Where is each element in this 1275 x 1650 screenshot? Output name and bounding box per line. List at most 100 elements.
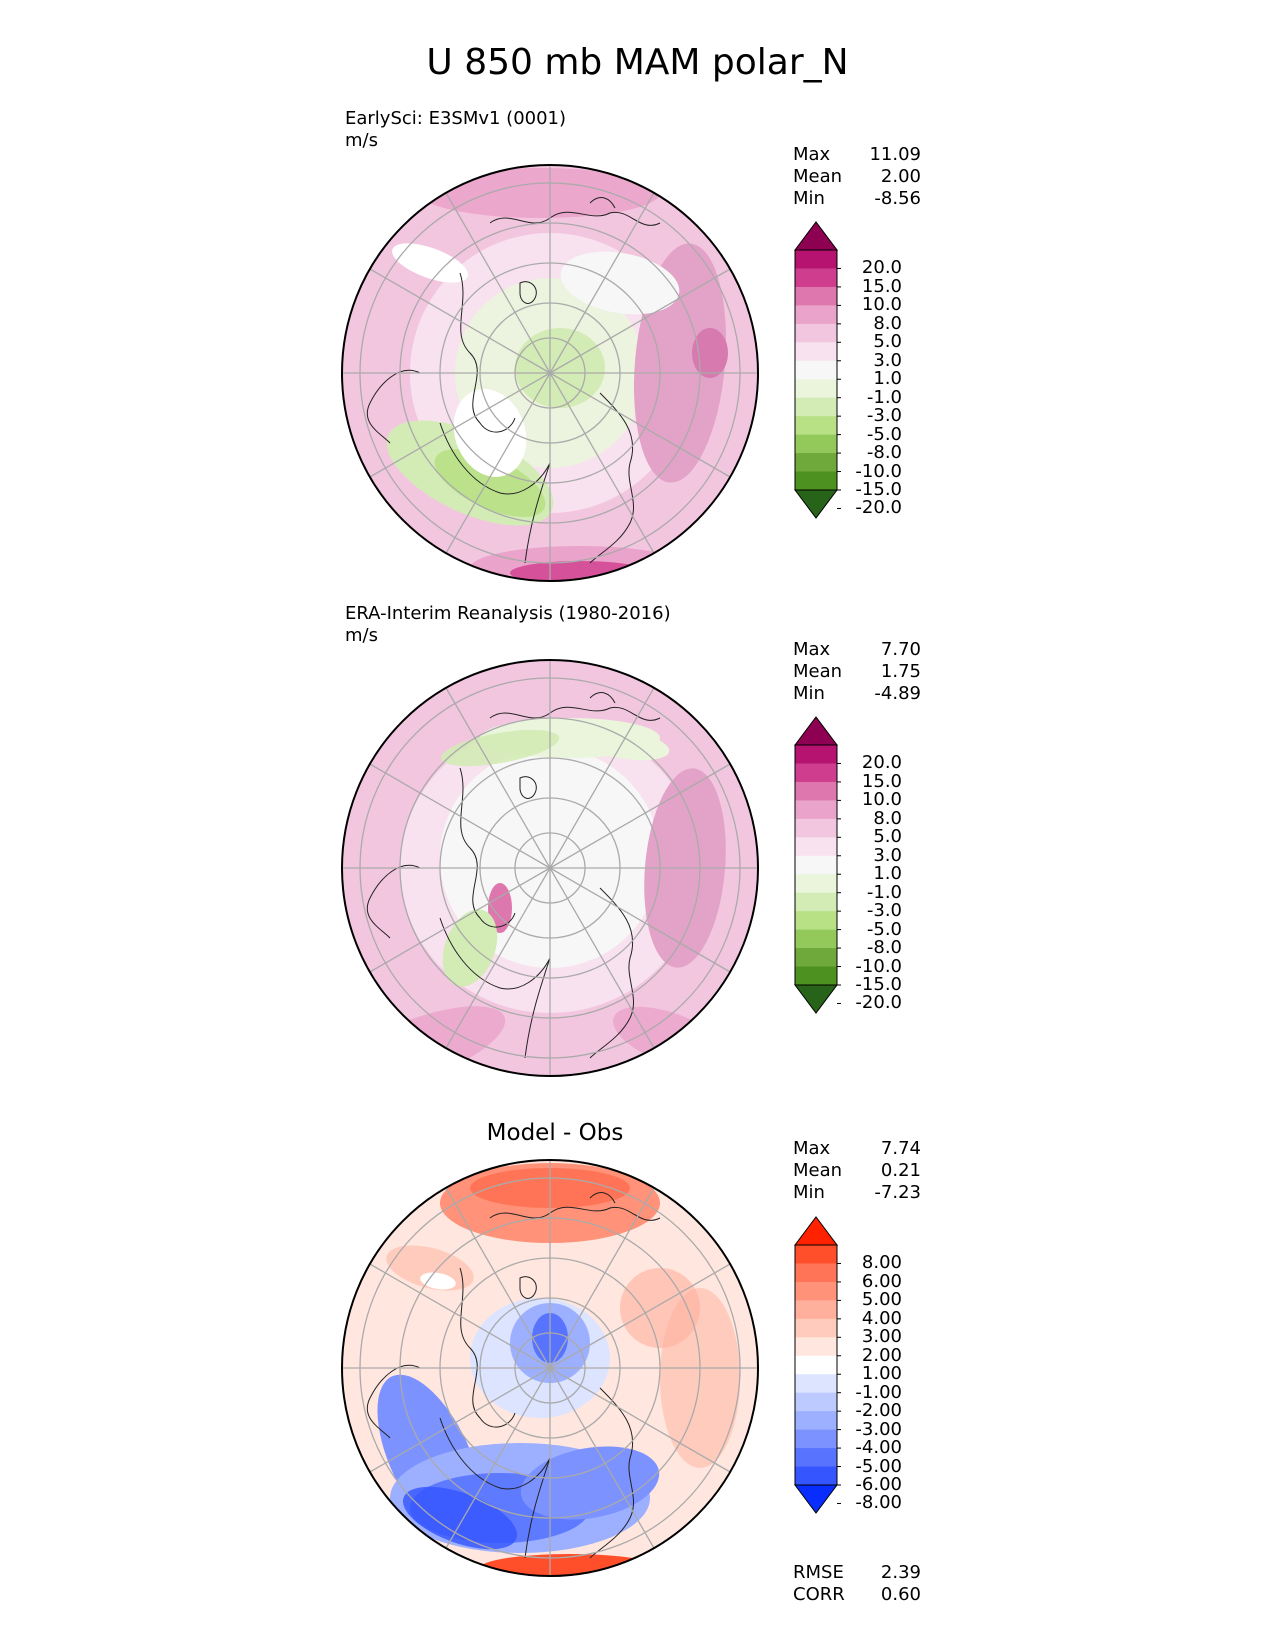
colorbar-segment [795,416,837,436]
colorbar-segment [795,1392,837,1412]
colorbar-segment [795,286,837,306]
colorbar-tick-label: -3.00 [855,1418,902,1440]
stat-value: 0.21 [880,1160,921,1181]
diff-panel-title: Model - Obs [486,1120,624,1146]
polar-map-svg [341,1159,759,1577]
colorbar-segment [795,342,837,362]
colorbar-segment [795,434,837,454]
stat-label: Max [793,144,831,165]
field-contour-region [488,883,512,933]
colorbar-tick-label: 8.0 [873,807,902,829]
meridian-line [367,762,551,869]
field-contour-region [692,328,728,378]
stat-value: 7.70 [880,639,921,660]
colorbar-tick-label: -2.00 [855,1400,902,1422]
stat-max: Max 7.70 [793,639,921,661]
colorbar-tick-label: -5.00 [855,1455,902,1477]
meridian-line [444,372,551,556]
colorbar-tick-label: -8.0 [866,937,902,959]
colorbar-segment [795,1355,837,1375]
model-title-text: EarlySci: E3SMv1 (0001) [345,108,567,129]
coastline [459,272,516,433]
coastline [489,211,661,226]
colorbar-segment [795,911,837,931]
coastline [489,706,661,721]
diff-colorbar: 8.00 6.00 5.00 4.00 3.00 2.00 1.00 -1.00 -2.00 -3… [785,1215,915,1515]
meridian-line [549,372,656,556]
colorbar-tick-label: -1.0 [866,386,902,408]
stat-value: 11.09 [869,144,921,165]
colorbar-segment [795,397,837,417]
colorbar-frame [794,1244,838,1486]
map-field [342,660,758,1076]
field-contour-region [440,729,560,767]
colorbar-tick-label: 10.0 [861,789,902,811]
stat-value: 2.00 [880,166,921,187]
meridian-line [549,762,733,869]
colorbar-segment [795,892,837,912]
stat-value: -7.23 [874,1182,921,1203]
colorbar-svg [794,716,841,1014]
colorbar-tick-label: 15.0 [861,770,902,792]
obs-title-text: ERA-Interim Reanalysis (1980-2016) [345,603,671,624]
field-contour-region [402,1486,518,1550]
colorbar-tick-label: 5.0 [873,826,902,848]
coastline [589,1192,616,1204]
coastline [589,887,634,1059]
field-contour-region [515,328,605,408]
colorbar-tick-label: -20.0 [855,992,902,1014]
colorbar-tick-label: 6.00 [861,1270,902,1292]
colorbar-segment [795,855,837,875]
stat-value: -8.56 [874,188,921,209]
coastline [524,462,551,564]
stat-label: Min [793,188,825,209]
meridian-line [444,1185,551,1369]
coastline [439,422,551,495]
meridian-line [549,190,656,374]
colorbar-segment [795,874,837,894]
colorbar-segment [795,1411,837,1431]
stat-mean: Mean 0.21 [793,1160,921,1182]
field-contour-region [442,909,498,987]
colorbar-segment [795,818,837,838]
colorbar-tick-label: -10.0 [855,460,902,482]
coastline [367,369,421,444]
colorbar-tick-label: -8.0 [866,442,902,464]
colorbar-tick-label: -4.00 [855,1437,902,1459]
colorbar-tick-label: -3.0 [866,900,902,922]
colorbar-tick-label: 10.0 [861,294,902,316]
polar-map-svg [341,164,759,582]
colorbar-tick-label: -3.0 [866,405,902,427]
colorbar-tick-label: 5.0 [873,331,902,353]
meridian-line [367,267,551,374]
colorbar-segment [795,1448,837,1468]
colorbar-tick-label: 4.00 [861,1307,902,1329]
coastline [459,767,516,928]
meridian-line [549,1262,733,1369]
colorbar-tick-label: 2.00 [861,1344,902,1366]
field-contour-region [620,1268,700,1348]
model-units: m/s [345,130,378,151]
obs-units: m/s [345,625,378,646]
stat-label: Max [793,639,831,660]
colorbar-segment [795,966,837,986]
coastline [589,1387,634,1559]
stat-value: 1.75 [880,661,921,682]
field-contour-region [420,1272,456,1290]
stat-rmse: RMSE 2.39 [793,1562,921,1584]
colorbar-tick-label: -15.0 [855,974,902,995]
colorbar-bottom-extension [794,489,838,519]
colorbar-segment [795,1374,837,1394]
figure-title: U 850 mb MAM polar_N [426,42,849,83]
colorbar-segment [795,1245,837,1264]
colorbar-tick-label: 8.00 [861,1252,902,1274]
colorbar-frame [794,744,838,986]
polar-map-svg [341,659,759,1077]
meridian-line [549,267,733,374]
coastline [519,776,537,799]
stat-corr: CORR 0.60 [793,1584,921,1606]
colorbar-segment [795,323,837,343]
coastline [459,1267,516,1428]
meridian-line [444,867,551,1051]
colorbar-segment [795,360,837,380]
